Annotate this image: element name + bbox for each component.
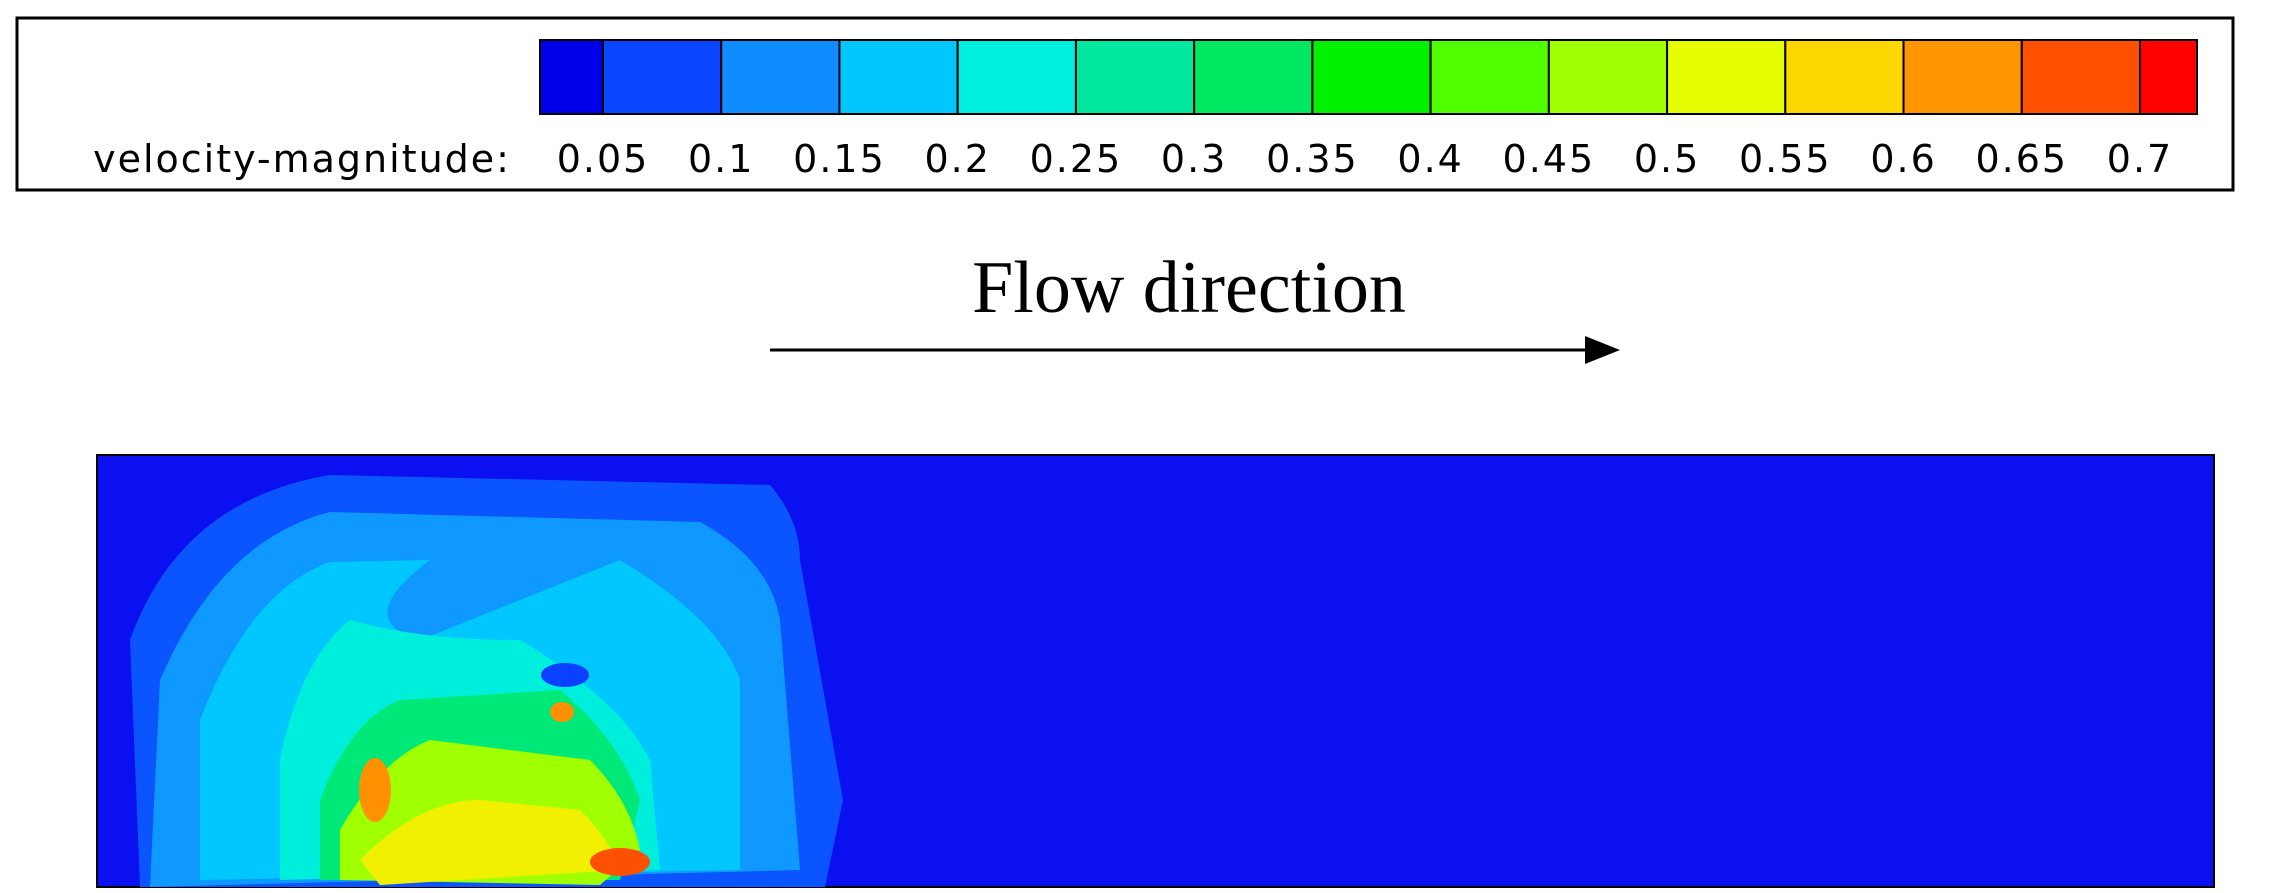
colorbar-segment — [720, 39, 841, 115]
hotspot — [550, 702, 574, 722]
vortex — [541, 663, 589, 687]
hotspot — [590, 848, 650, 876]
colorbar-segment — [1193, 39, 1314, 115]
colorbar-segment — [1902, 39, 2023, 115]
colorbar-segment — [2139, 39, 2198, 115]
colorbar-label: velocity-magnitude: — [93, 137, 511, 181]
colorbar-segment — [838, 39, 959, 115]
colorbar-tick-label: 0.1 — [688, 137, 754, 181]
colorbar-segment — [602, 39, 723, 115]
colorbar-tick-label: 0.25 — [1030, 137, 1123, 181]
colorbar-tick-label: 0.15 — [793, 137, 886, 181]
colorbar-tick-label: 0.65 — [1975, 137, 2068, 181]
colorbar-segment — [2020, 39, 2142, 115]
colorbar-tick-label: 0.3 — [1161, 137, 1227, 181]
colorbar-segment — [956, 39, 1077, 115]
colorbar-tick-label: 0.45 — [1503, 137, 1596, 181]
colorbar-segment — [1074, 39, 1196, 115]
colorbar-tick-label: 0.6 — [1870, 137, 1936, 181]
colorbar-tick-label: 0.55 — [1739, 137, 1832, 181]
hotspot — [359, 758, 391, 822]
colorbar-ticks: 0.05 0.1 0.15 0.2 0.25 0.3 0.35 0.4 0.45 0.5 0.55 0… — [557, 137, 2173, 181]
colorbar-segment — [1784, 39, 1905, 115]
contour-field — [96, 454, 2215, 888]
colorbar-tick-label: 0.35 — [1266, 137, 1359, 181]
colorbar-tick-label: 0.5 — [1634, 137, 1700, 181]
colorbar-segment — [1311, 39, 1432, 115]
colorbar-tick-label: 0.2 — [924, 137, 990, 181]
colorbar-segment — [539, 39, 604, 115]
colorbar-tick-label: 0.7 — [2107, 137, 2173, 181]
contour — [360, 800, 620, 885]
colorbar-segment — [1547, 39, 1669, 115]
colorbar-tick-label: 0.4 — [1397, 137, 1463, 181]
colorbar-segment — [1666, 39, 1787, 115]
colorbar-tick-label: 0.05 — [557, 137, 650, 181]
colorbar-segment — [1429, 39, 1550, 115]
colorbar — [539, 39, 2198, 115]
flow-label: Flow direction — [972, 247, 1406, 329]
flow-arrow-head — [1585, 336, 1620, 364]
